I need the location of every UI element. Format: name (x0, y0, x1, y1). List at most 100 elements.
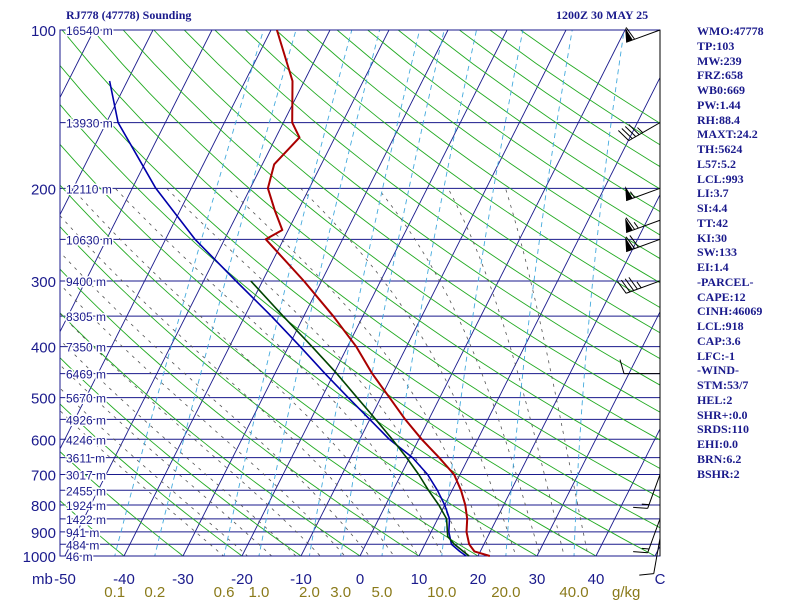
barb-half (636, 281, 642, 289)
index-value: LI:3.7 (697, 186, 729, 201)
barb-staff (647, 474, 661, 509)
dry-adiabat (60, 225, 479, 556)
barb-full (624, 126, 637, 137)
index-value: PW:1.44 (697, 97, 741, 112)
barb-full (617, 281, 627, 294)
dry-adiabat (60, 143, 597, 556)
barb-full (624, 278, 635, 291)
height-label: 484 m (66, 538, 99, 552)
mixing-ratio-line (505, 30, 573, 556)
moist-adiabat (60, 387, 249, 556)
temperature-tick-label: -40 (113, 571, 135, 588)
height-label: 4926 m (66, 413, 106, 427)
barb-half (641, 503, 650, 506)
pressure-tick-label: 100 (31, 23, 56, 40)
mixing-ratio-line (154, 30, 297, 556)
dry-adiabat (60, 312, 361, 556)
barb-full (633, 506, 648, 509)
barb-half (641, 547, 650, 550)
barb-half (633, 221, 639, 229)
index-value: TH:5624 (697, 142, 743, 156)
barb-full (633, 551, 648, 554)
wind-barb (633, 474, 661, 509)
temperature-trace (264, 29, 491, 557)
mixing-ratio-tick-label: 0.1 (104, 584, 125, 600)
dry-adiabat (214, 30, 660, 360)
moist-adiabat (166, 188, 468, 556)
barb-full (629, 235, 639, 248)
barb-half (629, 191, 636, 198)
isotherm-line (359, 30, 626, 556)
pressure-tick-label: 1000 (23, 549, 56, 566)
height-label: 46 m (66, 550, 93, 564)
height-label: 1422 m (66, 513, 106, 527)
height-label: 9400 m (66, 275, 106, 289)
isotherm-line (60, 30, 154, 216)
barb-full (619, 359, 625, 374)
moist-adiabat (60, 410, 225, 556)
dry-adiabat (183, 30, 660, 386)
height-label: 4246 m (66, 433, 106, 447)
index-value: BSHR:2 (697, 466, 740, 481)
mixing-ratio-tick-label: 10.0 (427, 584, 456, 600)
temperature-tick-label: 30 (529, 571, 546, 588)
barb-full (620, 279, 631, 293)
barb-full (628, 124, 640, 135)
dry-adiabat (61, 30, 660, 499)
isotherm-line (595, 427, 660, 556)
mixing-ratio-tick-label: 3.0 (330, 584, 351, 600)
height-label: 1924 m (66, 499, 106, 513)
index-value: BRN:6.2 (697, 451, 742, 466)
mixing-ratio-line (258, 30, 381, 556)
wind-barb (625, 217, 661, 234)
height-label: 941 m (66, 526, 99, 540)
index-value: SW:133 (697, 245, 738, 260)
index-value: LFC:-1 (697, 348, 735, 363)
dry-adiabat (60, 403, 243, 556)
moist-adiabat (72, 188, 419, 556)
pressure-tick-label: 800 (31, 498, 56, 515)
barb-staff (647, 518, 661, 553)
temperature-tick-label: -10 (290, 571, 312, 588)
isotherm-line (60, 30, 213, 333)
isotherm-line (60, 30, 272, 450)
mixing-ratio-tick-label: 40.0 (559, 584, 588, 600)
pressure-tick-label: 400 (31, 340, 56, 357)
height-label: 3611 m (66, 452, 105, 466)
barb-full (625, 217, 636, 230)
height-label: 2455 m (66, 484, 106, 498)
index-value: LCL:993 (697, 171, 744, 186)
index-value: MAXT:24.2 (697, 127, 758, 142)
mixing-ratio-tick-label: 0.6 (214, 584, 235, 600)
index-value: LCL:918 (697, 319, 744, 333)
barb-staff (626, 280, 661, 294)
height-label: 5670 m (66, 392, 106, 406)
pressure-tick-label: 900 (31, 525, 56, 542)
pressure-tick-label: 600 (31, 432, 56, 449)
stability-indices-panel: WMO:47778 TP:103 MW:239 FRZ:658 WB0:669 PW:1.… (697, 24, 764, 481)
temperature-tick-label: 40 (588, 571, 605, 588)
dry-adiabat (92, 30, 660, 469)
isotherm-line (477, 193, 660, 556)
height-label: 10630 m (66, 233, 113, 247)
pressure-tick-label: 200 (31, 181, 56, 198)
dry-adiabat (122, 30, 660, 441)
sounding-valid-time: 1200Z 30 MAY 25 (556, 8, 649, 22)
barb-pennant (625, 186, 633, 201)
index-value: -WIND- (697, 363, 739, 378)
dry-adiabat (245, 30, 660, 334)
wind-barb (619, 359, 660, 375)
barb-full (628, 277, 638, 290)
mixing-ratio-line (308, 30, 421, 556)
dry-adiabat (60, 64, 660, 529)
index-value: MW:239 (697, 53, 742, 68)
mixing-ratio-line (114, 30, 264, 556)
barb-full (639, 573, 654, 576)
mixing-ratio-line (223, 30, 353, 556)
barb-full (625, 236, 636, 249)
height-label: 3017 m (66, 469, 106, 483)
moist-adiabat (505, 188, 589, 556)
pressure-tick-label: 500 (31, 391, 56, 408)
index-value: STM:53/7 (697, 378, 749, 392)
isotherm-line (241, 30, 508, 556)
